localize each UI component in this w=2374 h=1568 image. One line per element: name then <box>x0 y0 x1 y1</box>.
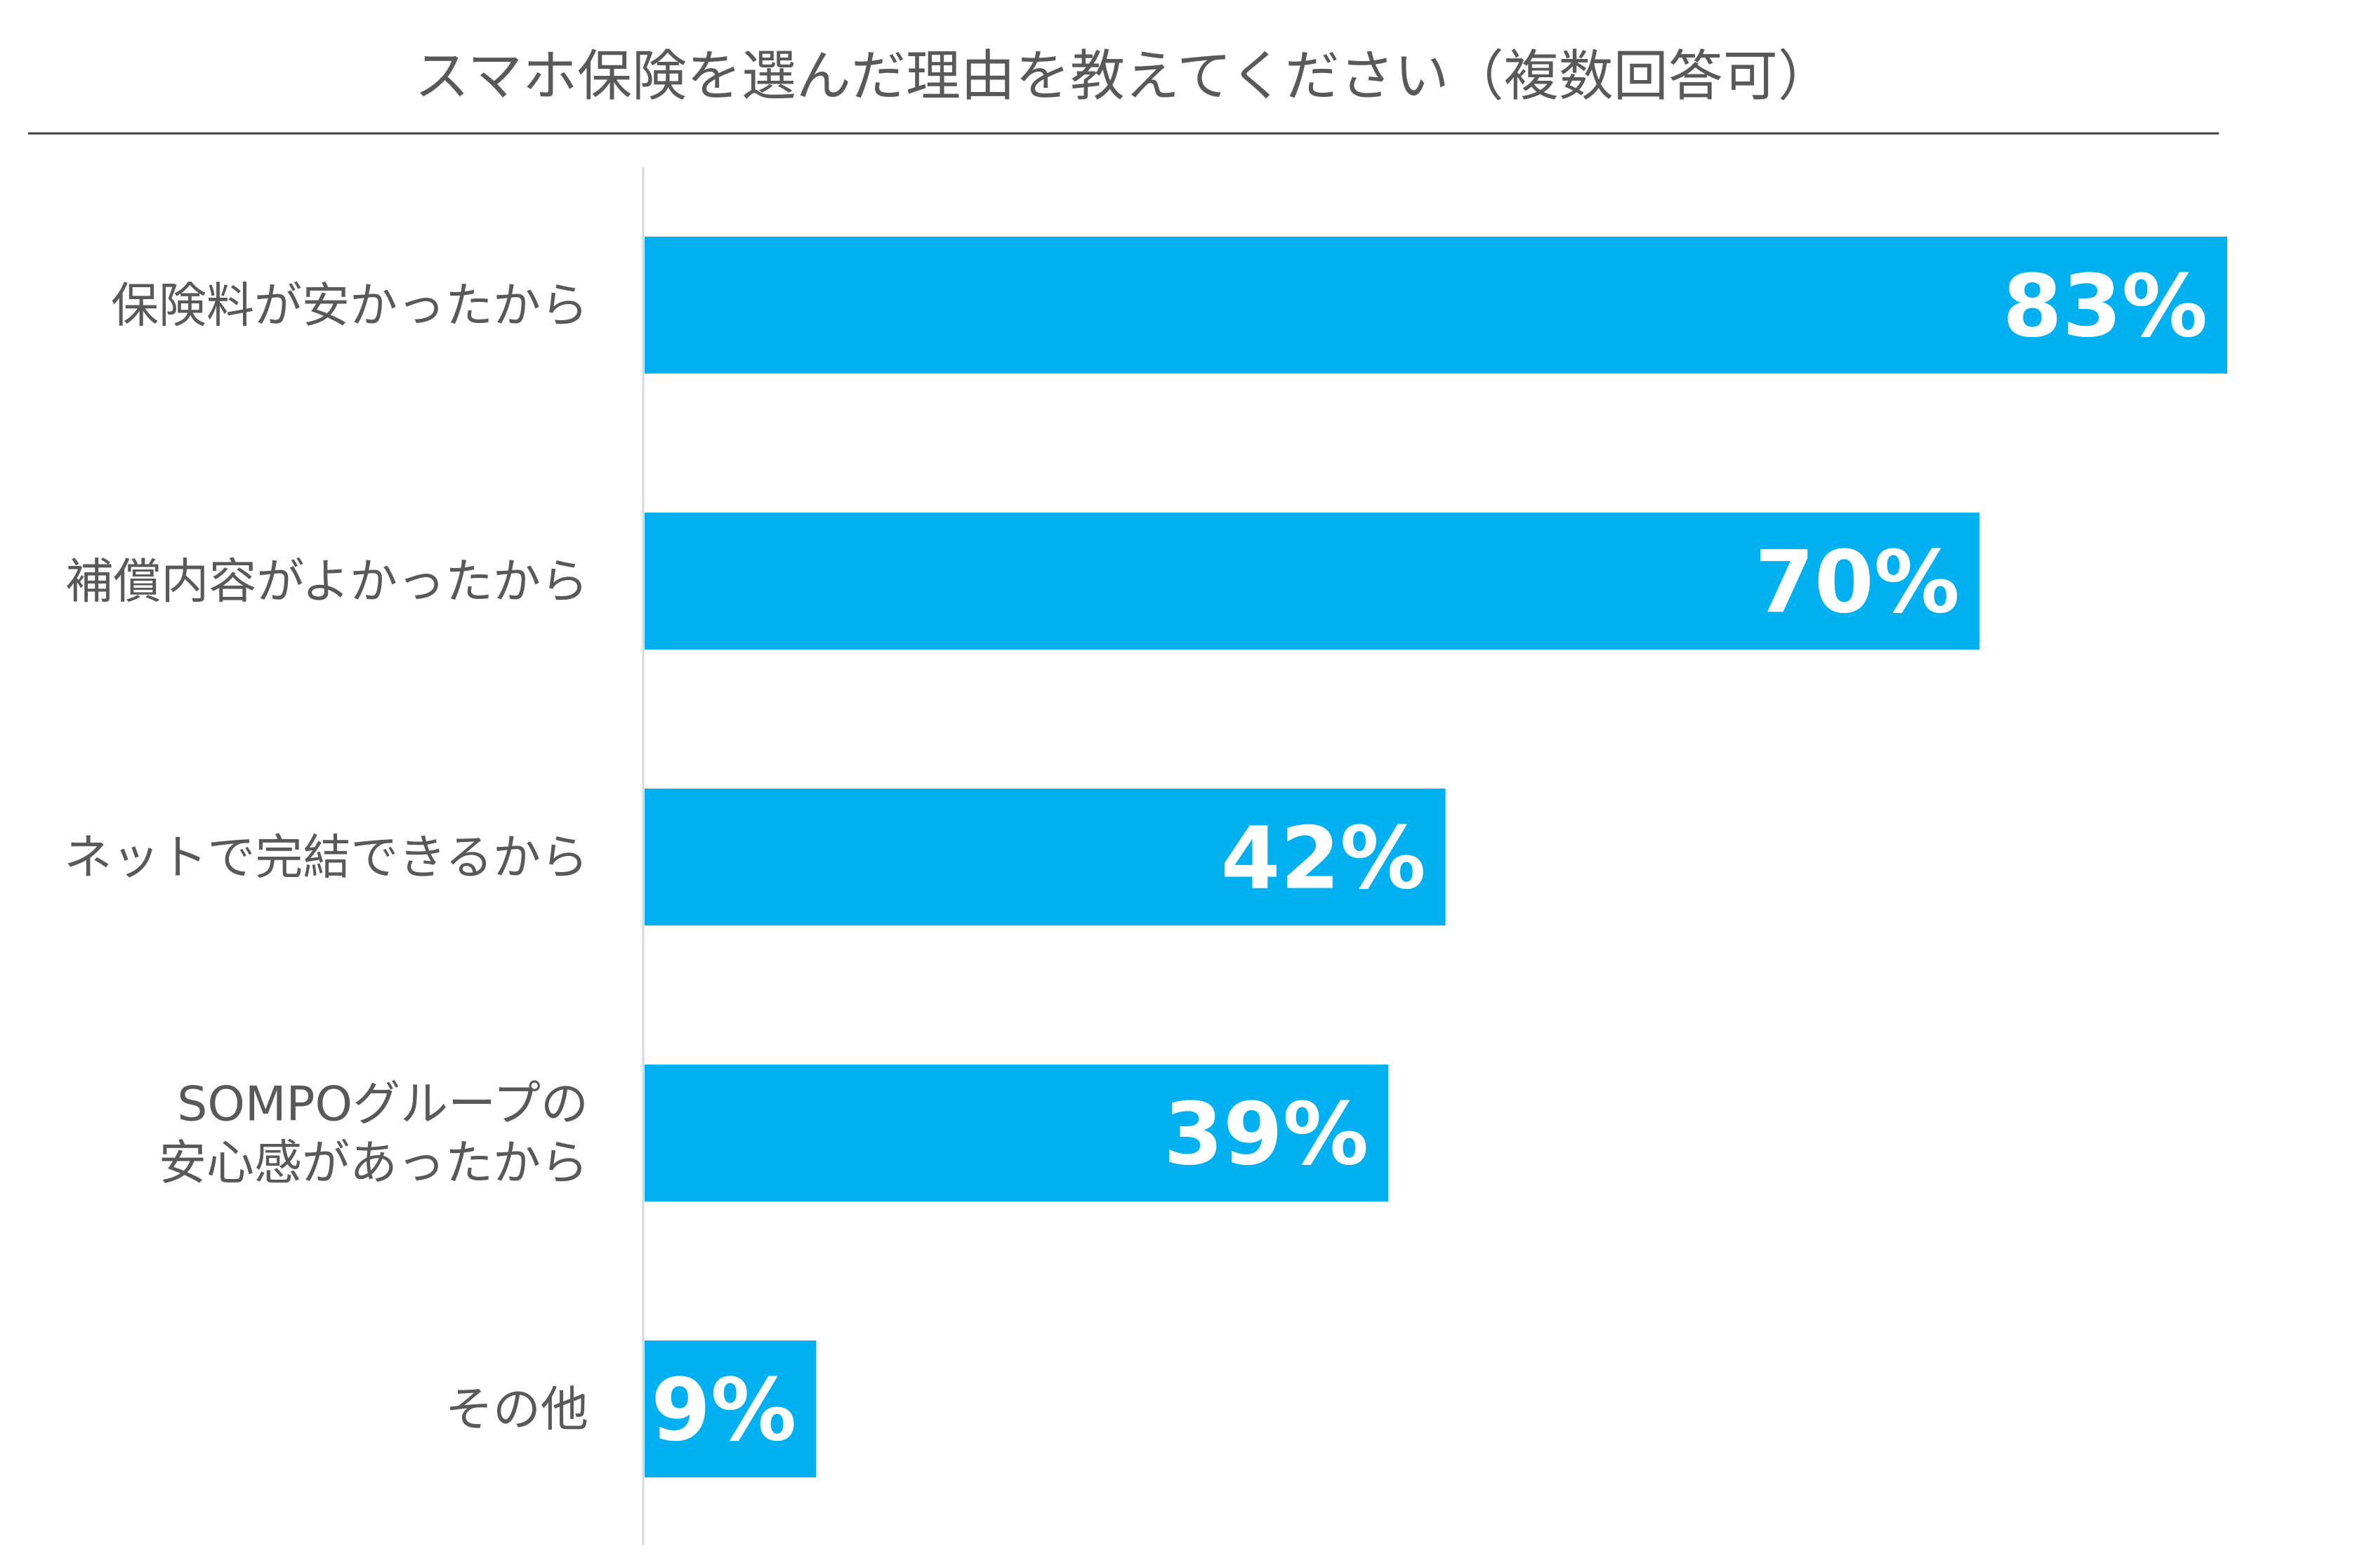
value-label-3: 39% <box>1163 1085 1369 1185</box>
bar-2 <box>645 789 1446 925</box>
category-label-4: その他 <box>445 1383 588 1438</box>
category-label-2: ネットで完結できるから <box>64 831 588 886</box>
bar-0 <box>645 237 2227 374</box>
category-label-3-line-1: 安心感があったから <box>159 1136 588 1192</box>
chart-title: スマホ保険を選んだ理由を教えてください（複数回答可） <box>414 45 1832 108</box>
value-label-4: 9% <box>651 1361 796 1461</box>
category-label-0: 保険料が安かったから <box>111 279 588 334</box>
bar-1 <box>645 513 1979 650</box>
bar-3 <box>645 1065 1389 1201</box>
bar-4 <box>645 1340 817 1477</box>
value-label-1: 70% <box>1755 533 1960 633</box>
value-label-0: 83% <box>2003 257 2208 357</box>
bars-group: 83% 保険料が安かったから 70% 補償内容がよかったから 42% ネットで完結できるか… <box>64 237 2227 1477</box>
category-label-1: 補償内容がよかったから <box>65 555 588 610</box>
value-label-2: 42% <box>1221 809 1426 909</box>
category-label-3-line-0: SOMPOグループの <box>177 1077 588 1133</box>
